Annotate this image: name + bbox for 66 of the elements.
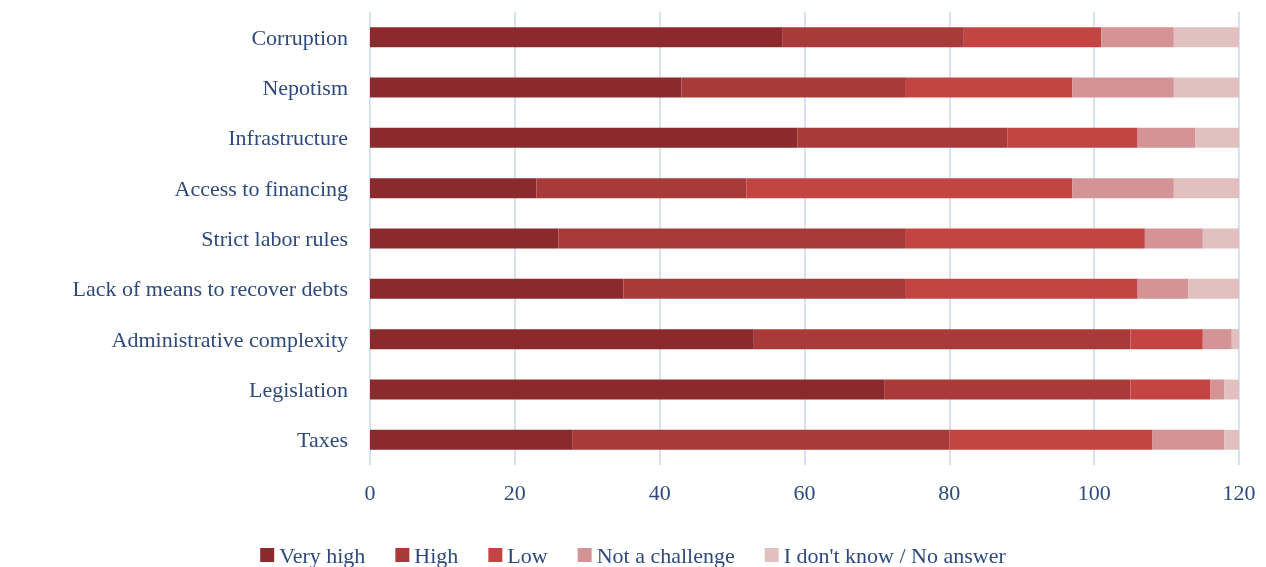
- bar: [370, 278, 624, 299]
- bar: [1144, 228, 1203, 249]
- bar: [1072, 77, 1174, 98]
- bar: [746, 178, 1073, 199]
- bar: [1173, 178, 1239, 199]
- legend-label: High: [414, 542, 459, 567]
- bar: [797, 127, 1008, 148]
- bar: [623, 278, 906, 299]
- bar: [905, 278, 1138, 299]
- bar: [370, 228, 559, 249]
- bar: [1173, 27, 1239, 48]
- bar: [963, 27, 1102, 48]
- legend-label: I don't know / No answer: [783, 542, 1007, 567]
- bar: [1224, 379, 1239, 400]
- bar: [753, 329, 1131, 350]
- x-tick-label: 0: [364, 479, 376, 505]
- bar: [905, 77, 1073, 98]
- y-tick-label: Access to financing: [174, 175, 348, 201]
- bar: [1007, 127, 1138, 148]
- bar: [1173, 77, 1239, 98]
- x-tick-label: 100: [1077, 479, 1111, 505]
- y-tick-label: Taxes: [297, 427, 348, 453]
- legend-label: Very high: [279, 542, 366, 567]
- y-tick-label: Legislation: [249, 377, 348, 402]
- bar: [1152, 429, 1225, 450]
- x-tick-label: 20: [503, 479, 526, 505]
- bar: [1101, 27, 1174, 48]
- bar: [681, 77, 906, 98]
- y-tick-label: Lack of means to recover debts: [72, 276, 348, 302]
- bar: [782, 27, 964, 48]
- legend-label: Low: [507, 542, 548, 567]
- bar: [370, 379, 885, 400]
- bar: [1202, 329, 1232, 350]
- bar: [1137, 278, 1189, 299]
- y-tick-label: Infrastructure: [228, 125, 348, 151]
- bar: [1210, 379, 1225, 400]
- bar: [1202, 228, 1239, 249]
- bar: [1137, 127, 1196, 148]
- bar: [572, 429, 950, 450]
- bar: [1072, 178, 1174, 199]
- bar: [1231, 329, 1239, 350]
- bar: [370, 429, 573, 450]
- y-tick-label: Corruption: [251, 24, 348, 50]
- x-tick-label: 40: [648, 479, 671, 505]
- bar: [370, 77, 682, 98]
- bar: [536, 178, 747, 199]
- legend-label: Not a challenge: [596, 542, 735, 567]
- bar: [1188, 278, 1239, 299]
- bar: [370, 27, 783, 48]
- bar: [905, 228, 1145, 249]
- bar: [1195, 127, 1239, 148]
- bar: [884, 379, 1131, 400]
- y-tick-label: Nepotism: [262, 75, 348, 100]
- x-tick-label: 80: [938, 479, 961, 505]
- y-tick-label: Strict labor rules: [201, 226, 348, 251]
- y-tick-label: Administrative complexity: [111, 326, 348, 352]
- bar: [370, 329, 754, 350]
- bar: [949, 429, 1153, 450]
- bar: [558, 228, 906, 249]
- bar: [1130, 379, 1211, 400]
- bar: [1224, 429, 1239, 450]
- bar: [370, 127, 798, 148]
- x-tick-label: 60: [793, 479, 816, 505]
- x-tick-label: 120: [1222, 479, 1256, 505]
- bar: [370, 178, 537, 199]
- bar: [1130, 329, 1203, 350]
